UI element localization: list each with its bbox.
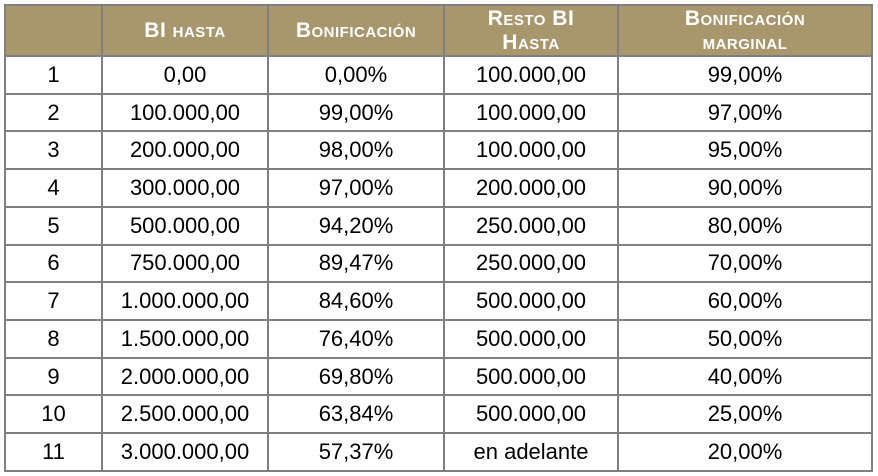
row-number-cell: 8 (4, 319, 103, 359)
row-number-cell: 11 (4, 432, 103, 472)
table-cell-bonificacion-marginal: 97,00% (617, 92, 873, 133)
row-number-cell: 7 (4, 281, 103, 322)
row-number-cell: 6 (4, 243, 103, 284)
table-cell-bonificacion-marginal: 95,00% (617, 130, 873, 171)
row-number-cell: 5 (4, 205, 103, 246)
table-cell-bonificacion-marginal: 70,00% (617, 243, 873, 284)
table-cell-bonificacion-marginal: 60,00% (617, 281, 873, 322)
table-cell-resto-bi-hasta: 500.000,00 (443, 394, 619, 435)
table-cell-bi-hasta: 200.000,00 (101, 130, 269, 171)
table-cell-bi-hasta: 500.000,00 (101, 205, 269, 246)
column-header-bi-hasta: BI hasta (101, 4, 269, 57)
row-number-cell: 1 (4, 55, 103, 95)
table-cell-bonificacion: 84,60% (267, 281, 445, 322)
table-cell-resto-bi-hasta: 500.000,00 (443, 281, 619, 322)
table-cell-bonificacion: 98,00% (267, 130, 445, 171)
table-cell-resto-bi-hasta: 100.000,00 (443, 55, 619, 95)
brackets-table-container: BI hasta Bonificación Resto BI Hasta Bon… (4, 4, 873, 472)
table-cell-bi-hasta: 100.000,00 (101, 92, 269, 133)
table-cell-bi-hasta: 0,00 (101, 55, 269, 95)
table-row: 3 200.000,00 98,00% 100.000,00 95,00% (4, 130, 873, 171)
table-cell-bonificacion: 97,00% (267, 168, 445, 208)
row-number-cell: 2 (4, 92, 103, 133)
table-cell-resto-bi-hasta: 250.000,00 (443, 205, 619, 246)
table-cell-bonificacion: 0,00% (267, 55, 445, 95)
table-cell-bi-hasta: 3.000.000,00 (101, 432, 269, 472)
table-row: 6 750.000,00 89,47% 250.000,00 70,00% (4, 243, 873, 284)
table-cell-bi-hasta: 2.500.000,00 (101, 394, 269, 435)
table-cell-bonificacion: 99,00% (267, 92, 445, 133)
row-number-cell: 3 (4, 130, 103, 171)
table-body: 1 0,00 0,00% 100.000,00 99,00% 2 100.000,00 99,… (4, 55, 873, 472)
table-row: 11 3.000.000,00 57,37% en adelante 20,00% (4, 432, 873, 472)
table-cell-resto-bi-hasta: 100.000,00 (443, 92, 619, 133)
header-row: BI hasta Bonificación Resto BI Hasta Bon… (4, 4, 873, 57)
table-cell-bi-hasta: 300.000,00 (101, 168, 269, 208)
row-number-cell: 10 (4, 394, 103, 435)
row-number-cell: 9 (4, 356, 103, 397)
table-cell-bonificacion-marginal: 40,00% (617, 356, 873, 397)
table-cell-bonificacion: 63,84% (267, 394, 445, 435)
column-header-row-number (4, 4, 103, 57)
table-row: 5 500.000,00 94,20% 250.000,00 80,00% (4, 205, 873, 246)
column-header-bonificacion: Bonificación (267, 4, 445, 57)
column-header-resto-bi-hasta: Resto BI Hasta (443, 4, 619, 57)
table-cell-bonificacion: 69,80% (267, 356, 445, 397)
table-row: 2 100.000,00 99,00% 100.000,00 97,00% (4, 92, 873, 133)
table-cell-bonificacion: 94,20% (267, 205, 445, 246)
table-cell-bi-hasta: 750.000,00 (101, 243, 269, 284)
table-cell-bi-hasta: 1.500.000,00 (101, 319, 269, 359)
table-header: BI hasta Bonificación Resto BI Hasta Bon… (4, 4, 873, 57)
table-cell-bi-hasta: 2.000.000,00 (101, 356, 269, 397)
table-row: 7 1.000.000,00 84,60% 500.000,00 60,00% (4, 281, 873, 322)
table-row: 4 300.000,00 97,00% 200.000,00 90,00% (4, 168, 873, 208)
table-cell-bonificacion-marginal: 50,00% (617, 319, 873, 359)
table-cell-bonificacion: 76,40% (267, 319, 445, 359)
table-cell-resto-bi-hasta: en adelante (443, 432, 619, 472)
table-cell-resto-bi-hasta: 500.000,00 (443, 356, 619, 397)
table-cell-bonificacion: 57,37% (267, 432, 445, 472)
brackets-table: BI hasta Bonificación Resto BI Hasta Bon… (4, 4, 873, 472)
table-cell-bi-hasta: 1.000.000,00 (101, 281, 269, 322)
table-cell-bonificacion-marginal: 20,00% (617, 432, 873, 472)
table-cell-bonificacion-marginal: 80,00% (617, 205, 873, 246)
table-row: 8 1.500.000,00 76,40% 500.000,00 50,00% (4, 319, 873, 359)
table-cell-bonificacion-marginal: 25,00% (617, 394, 873, 435)
table-row: 9 2.000.000,00 69,80% 500.000,00 40,00% (4, 356, 873, 397)
table-cell-resto-bi-hasta: 250.000,00 (443, 243, 619, 284)
table-cell-resto-bi-hasta: 500.000,00 (443, 319, 619, 359)
column-header-bonificacion-marginal: Bonificación marginal (617, 4, 873, 57)
row-number-cell: 4 (4, 168, 103, 208)
table-cell-bonificacion-marginal: 99,00% (617, 55, 873, 95)
table-row: 10 2.500.000,00 63,84% 500.000,00 25,00% (4, 394, 873, 435)
table-cell-bonificacion-marginal: 90,00% (617, 168, 873, 208)
table-cell-bonificacion: 89,47% (267, 243, 445, 284)
table-cell-resto-bi-hasta: 200.000,00 (443, 168, 619, 208)
table-row: 1 0,00 0,00% 100.000,00 99,00% (4, 55, 873, 95)
table-cell-resto-bi-hasta: 100.000,00 (443, 130, 619, 171)
